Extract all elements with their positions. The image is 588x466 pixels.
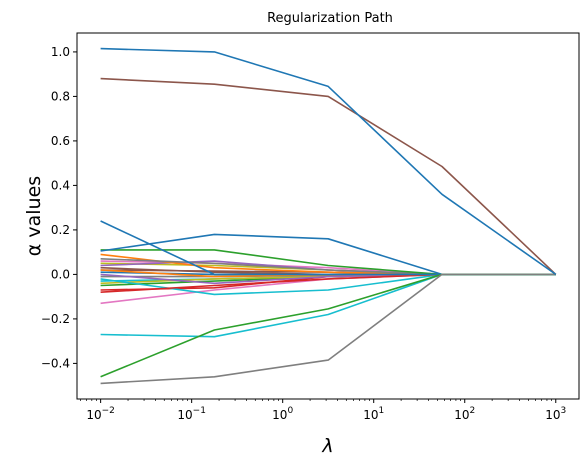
x-tick-base: 10 — [272, 408, 287, 422]
y-axis: −0.4 −0.2 0.0 0.2 0.4 0.6 0.8 1.0 — [41, 45, 77, 370]
y-tick-label: 0.6 — [51, 134, 70, 148]
y-tick-label: 0.2 — [51, 223, 70, 237]
series-line-26 — [100, 47, 557, 276]
y-axis-label: α values — [23, 176, 45, 256]
x-tick-base: 10 — [363, 408, 378, 422]
x-axis: 10−2 10−1 100 101 102 103 — [80, 399, 566, 422]
plot-frame — [76, 32, 580, 400]
series-layer — [100, 47, 557, 385]
x-axis-label: λ — [321, 435, 333, 457]
y-tick-label: 0.4 — [51, 178, 70, 192]
x-tick-base: 10 — [545, 408, 560, 422]
x-tick-exponent: 1 — [378, 406, 384, 416]
x-tick-base: 10 — [86, 408, 101, 422]
y-tick-label: 1.0 — [51, 45, 70, 59]
chart-title: Regularization Path — [267, 11, 393, 26]
x-tick-exponent: −2 — [102, 406, 115, 416]
x-tick-exponent: 2 — [470, 406, 476, 416]
y-tick-label: −0.2 — [41, 312, 70, 326]
x-tick-label: 101 — [363, 406, 384, 422]
series-line-25 — [100, 77, 557, 275]
x-tick-label: 10−2 — [86, 406, 115, 422]
x-tick-label: 10−1 — [177, 406, 206, 422]
x-tick-exponent: 3 — [561, 406, 567, 416]
series-line-22 — [100, 273, 556, 338]
x-tick-base: 10 — [177, 408, 192, 422]
series-line-20 — [100, 220, 556, 276]
x-tick-exponent: 0 — [287, 406, 293, 416]
y-tick-label: 0.0 — [51, 267, 70, 281]
x-tick-label: 102 — [454, 406, 475, 422]
x-tick-label: 100 — [272, 406, 293, 422]
x-tick-label: 103 — [545, 406, 566, 422]
series-line-24 — [100, 273, 556, 385]
y-tick-label: −0.4 — [41, 356, 70, 370]
x-tick-exponent: −1 — [193, 406, 206, 416]
x-tick-base: 10 — [454, 408, 469, 422]
y-tick-label: 0.8 — [51, 89, 70, 103]
